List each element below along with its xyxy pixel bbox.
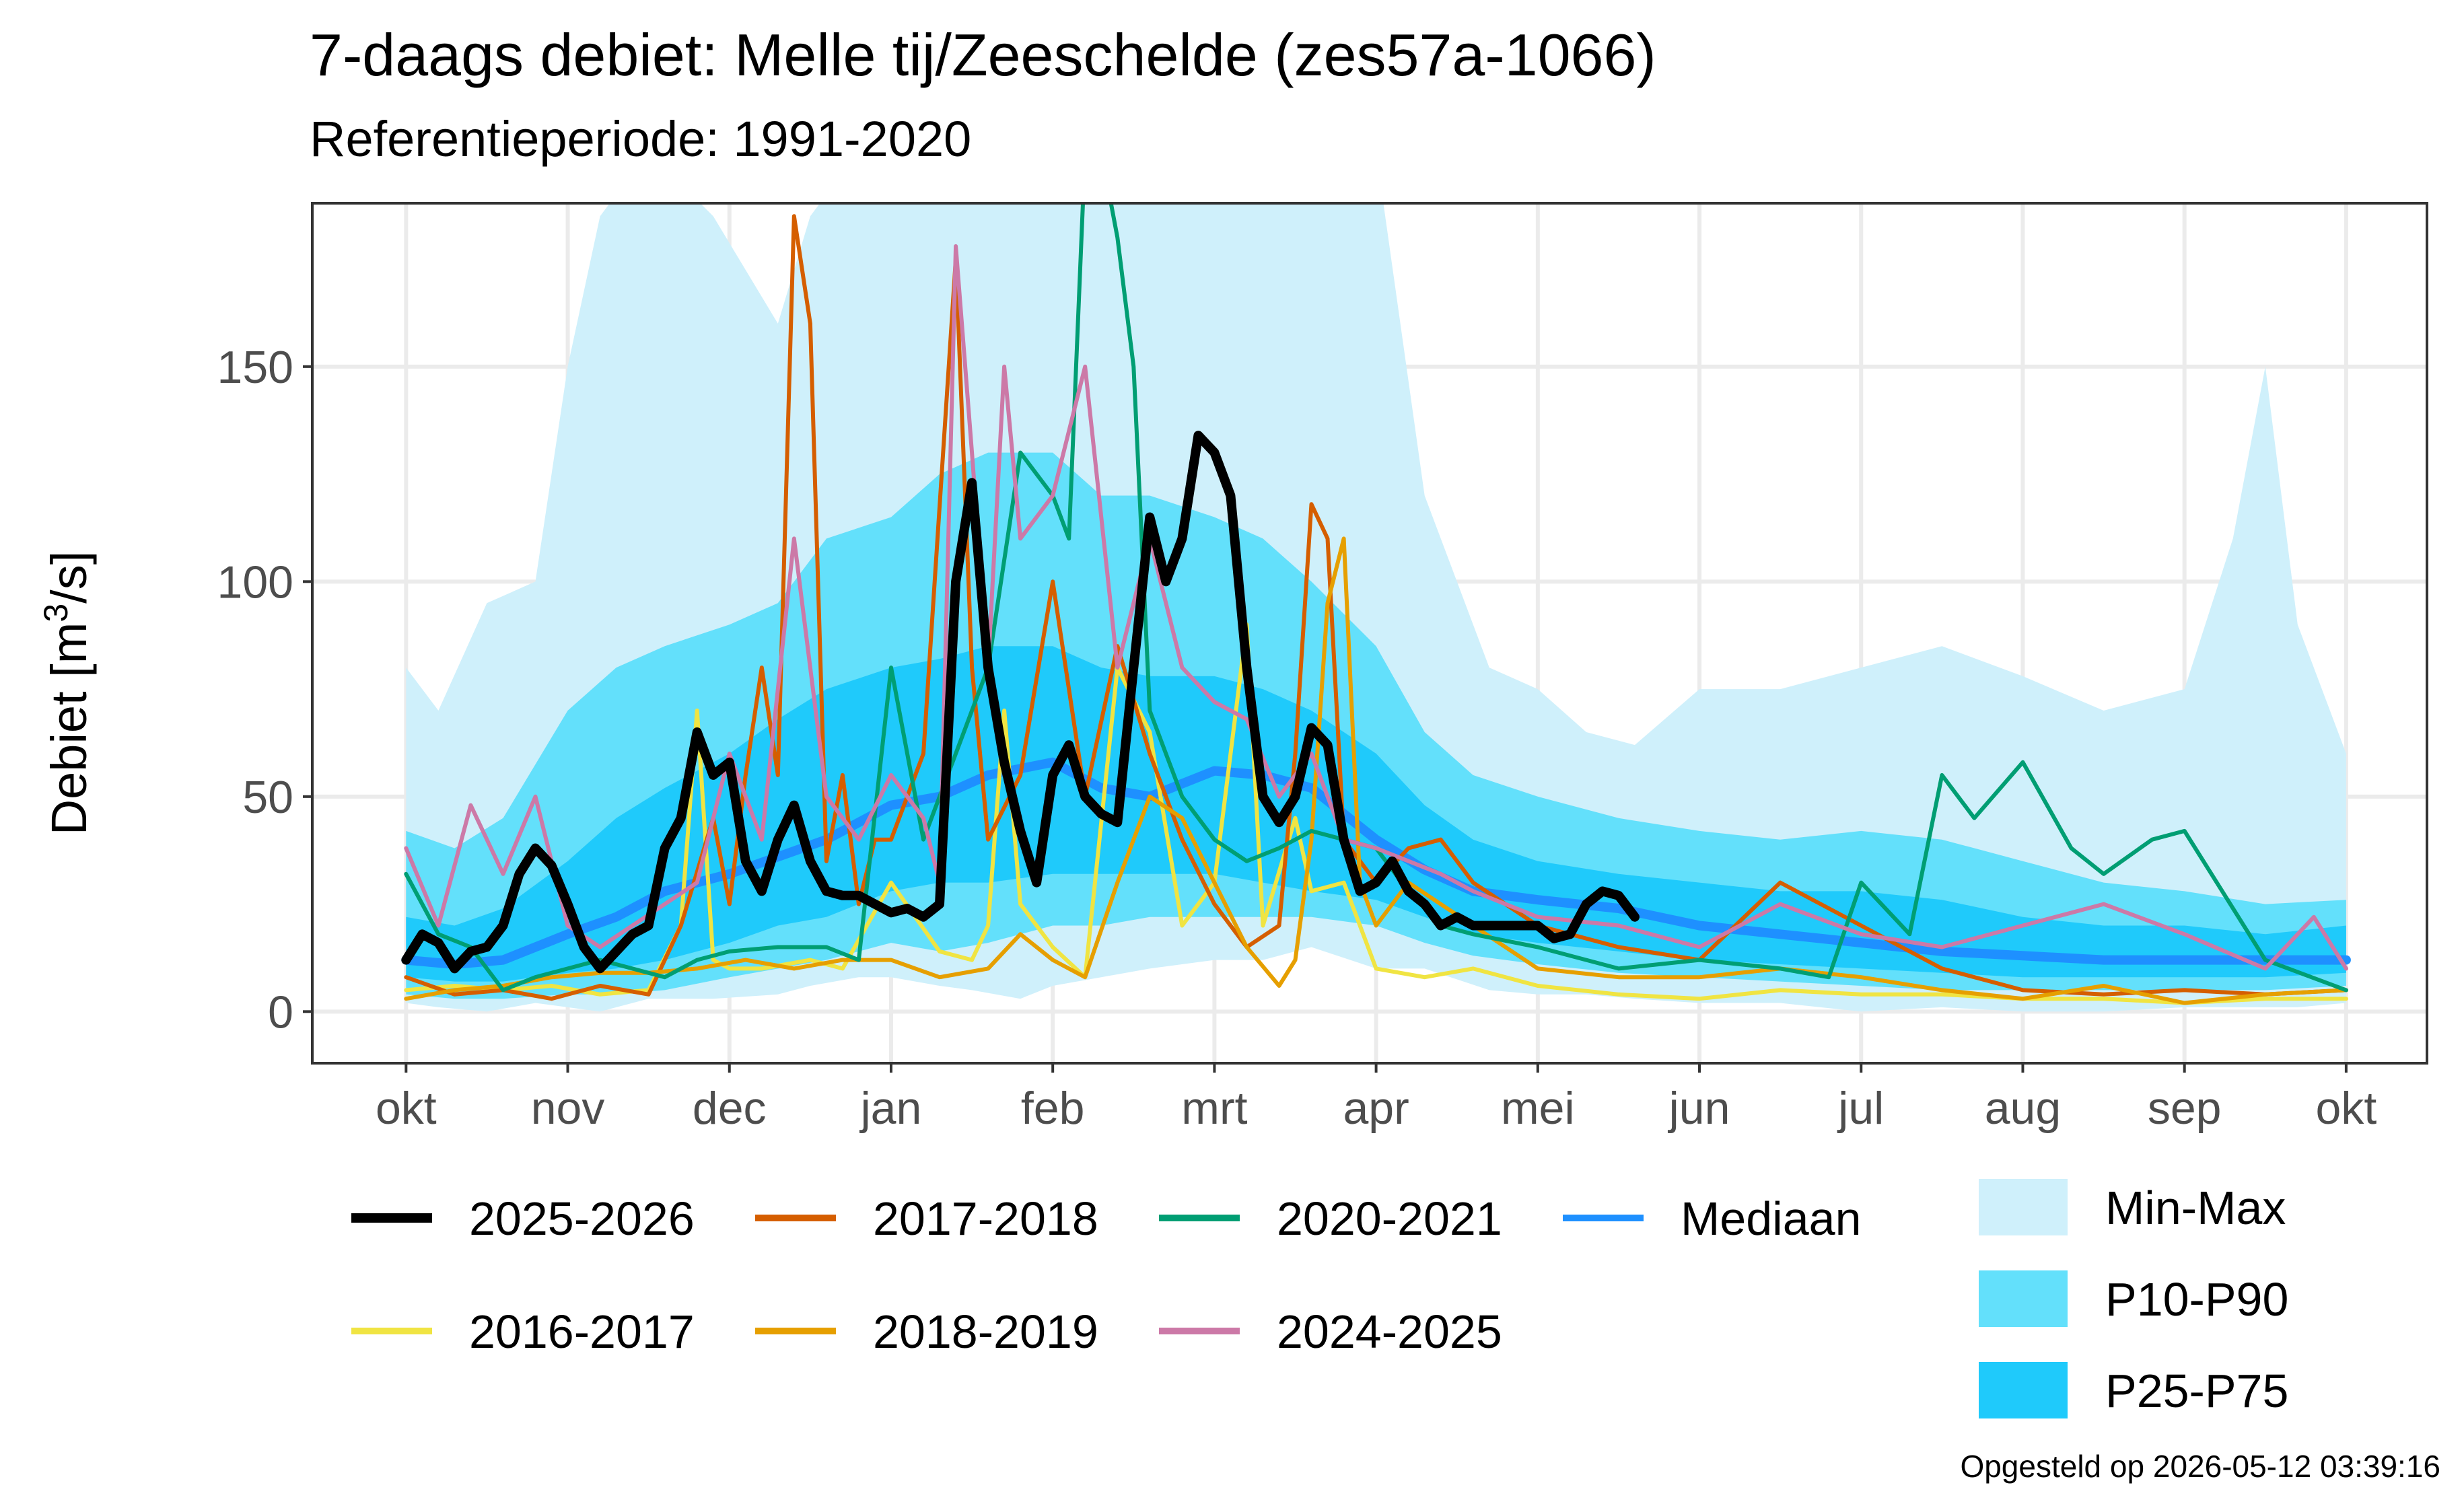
y-axis-label-sup: 3: [37, 604, 75, 622]
x-tick-label: nov: [531, 1083, 605, 1134]
legend-key-p10-p90: [1979, 1270, 2068, 1327]
legend-label: P25-P75: [2105, 1365, 2288, 1417]
legend-label: P10-P90: [2105, 1273, 2288, 1326]
series-2020-2021: [404, 203, 2348, 993]
plot-border: [311, 202, 2428, 1065]
x-tick-label: sep: [2148, 1083, 2222, 1134]
series-lines: [401, 203, 2351, 1005]
legend-key-min-max: [1979, 1179, 2068, 1235]
x-tick-label: dec: [693, 1083, 767, 1134]
legend-label: 2017-2018: [873, 1192, 1098, 1245]
caption: Opgesteld op 2026-05-12 03:39:16: [1960, 1449, 2440, 1484]
y-tick-label: 50: [242, 772, 293, 823]
legend-label: Min-Max: [2105, 1182, 2286, 1234]
y-tick-label: 100: [217, 556, 293, 608]
band-p25-p75: [406, 646, 2346, 982]
legend: 2025-2026 2017-2018 2020-2021 Mediaan 2016-2…: [351, 1179, 2288, 1418]
x-tick-label: apr: [1343, 1083, 1409, 1134]
y-axis-label: Debiet [m3/s]: [37, 551, 97, 836]
y-axis-label-end: /s]: [41, 551, 97, 604]
x-tick-label: okt: [376, 1083, 437, 1134]
x-tick-label: aug: [1985, 1083, 2061, 1134]
chart-title: 7-daags debiet: Melle tij/Zeeschelde (ze…: [310, 22, 1656, 88]
x-tick-label: feb: [1021, 1083, 1085, 1134]
series-2024-2025: [404, 244, 2348, 971]
legend-label: 2020-2021: [1277, 1192, 1502, 1245]
x-tick-label: jun: [1668, 1083, 1730, 1134]
chart-subtitle: Referentieperiode: 1991-2020: [310, 111, 971, 167]
x-tick-label: mrt: [1181, 1083, 1247, 1134]
legend-key-p25-p75: [1979, 1362, 2068, 1418]
legend-label: 2018-2019: [873, 1305, 1098, 1358]
x-tick-label: jan: [859, 1083, 922, 1134]
x-tick-label: jul: [1837, 1083, 1884, 1134]
legend-label: 2025-2026: [469, 1192, 695, 1245]
y-tick-label: 0: [268, 986, 293, 1038]
series-mediaan: [401, 757, 2351, 969]
legend-label: 2016-2017: [469, 1305, 695, 1358]
y-axis-label-main: Debiet [m: [41, 622, 97, 836]
series-2025-2026: [401, 431, 1640, 974]
legend-label: 2024-2025: [1277, 1305, 1502, 1358]
axes: 0 50 100 150 okt nov dec jan feb mrt apr mei jun jul a…: [217, 342, 2377, 1134]
x-tick-label: okt: [2316, 1083, 2377, 1134]
plot-area: [311, 202, 2428, 1065]
y-tick-label: 150: [217, 342, 293, 393]
legend-label: Mediaan: [1681, 1192, 1862, 1245]
x-tick-label: mei: [1501, 1083, 1575, 1134]
